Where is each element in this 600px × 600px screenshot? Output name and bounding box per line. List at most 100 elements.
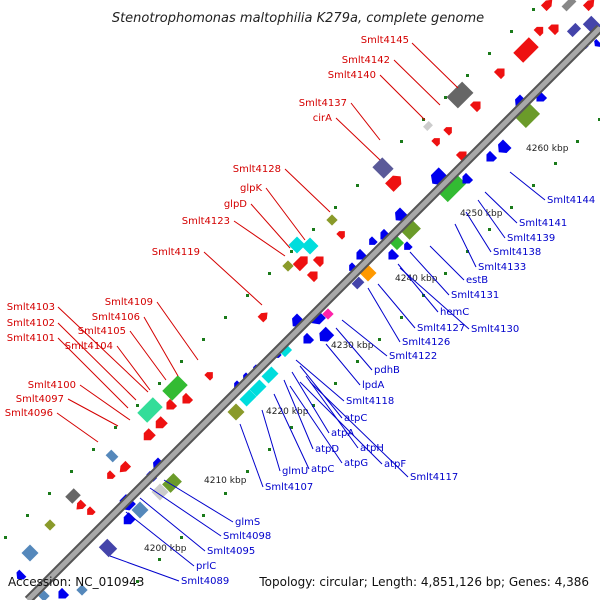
leader-line — [125, 511, 195, 567]
leader-line — [509, 171, 546, 201]
gene-label[interactable]: Smlt4142 — [342, 55, 390, 66]
gene-label[interactable]: Smlt4095 — [207, 546, 255, 557]
tick-dot — [598, 118, 600, 121]
leader-line — [139, 497, 206, 552]
gene-label[interactable]: pdhB — [374, 365, 400, 376]
gene-arrow-reverse — [58, 587, 70, 599]
gene-label[interactable]: cirA — [313, 113, 332, 124]
leader-line — [393, 59, 441, 106]
tick-dot — [180, 360, 183, 363]
gene-label[interactable]: Smlt4118 — [346, 396, 394, 407]
gene-arrow-forward — [257, 312, 268, 323]
gene-arrow-reverse — [303, 332, 315, 344]
gene-label[interactable]: Smlt4119 — [152, 247, 200, 258]
gene-label[interactable]: atpC — [344, 413, 367, 424]
gene-label[interactable]: atpF — [384, 459, 406, 470]
gene-label[interactable]: glpD — [224, 199, 247, 210]
gene-arrow-forward — [312, 256, 324, 268]
tick-dot — [510, 206, 513, 209]
leader-line — [484, 191, 518, 224]
tick-dot — [510, 30, 513, 33]
gene-arrow-reverse — [486, 150, 498, 162]
gene-label[interactable]: Smlt4105 — [78, 326, 126, 337]
map-title: Stenotrophomonas maltophilia K279a, comp… — [112, 11, 484, 26]
leader-line — [265, 187, 306, 241]
gene-label[interactable]: hemC — [440, 307, 469, 318]
leader-line — [163, 479, 234, 523]
gene-label[interactable]: estB — [466, 275, 488, 286]
gene-label[interactable]: Smlt4096 — [5, 408, 53, 419]
gene-label[interactable]: Smlt4097 — [16, 394, 64, 405]
gene-label[interactable]: Smlt4145 — [361, 35, 409, 46]
gene-label[interactable]: Smlt4123 — [182, 216, 230, 227]
gene-label[interactable]: Smlt4140 — [328, 70, 376, 81]
gene-label[interactable]: Smlt4089 — [181, 576, 229, 587]
gene-label[interactable]: Smlt4133 — [478, 262, 526, 273]
scale-tick-label: 4220 kbp — [266, 407, 309, 417]
accession-text: Accession: NC_010943 — [8, 575, 144, 589]
gene-label[interactable]: atpD — [315, 444, 339, 455]
gene-label[interactable]: atpG — [344, 458, 368, 469]
gene-label[interactable]: Smlt4104 — [65, 341, 113, 352]
tick-dot — [422, 118, 425, 121]
gene-label[interactable]: atpA — [331, 428, 354, 439]
gene-label[interactable]: Smlt4103 — [7, 302, 55, 313]
gene-label[interactable]: Smlt4127 — [417, 323, 465, 334]
gene-label[interactable]: Smlt4144 — [547, 195, 595, 206]
gene-label[interactable]: Smlt4117 — [410, 472, 458, 483]
gene-box — [372, 157, 394, 179]
gene-label[interactable]: Smlt4101 — [7, 333, 55, 344]
gene-label[interactable]: Smlt4100 — [28, 380, 76, 391]
gene-label[interactable]: Smlt4106 — [92, 312, 140, 323]
gene-label[interactable]: Smlt4131 — [451, 290, 499, 301]
gene-arrow-reverse — [498, 139, 512, 153]
gene-label[interactable]: Smlt4126 — [402, 337, 450, 348]
gene-label[interactable]: glpK — [240, 183, 262, 194]
gene-label[interactable]: Smlt4128 — [233, 164, 281, 175]
tick-dot — [246, 294, 249, 297]
gene-arrow-forward — [292, 256, 308, 272]
gene-label[interactable]: Smlt4098 — [223, 531, 271, 542]
gene-label[interactable]: Smlt4139 — [507, 233, 555, 244]
gene-label[interactable]: Smlt4109 — [105, 297, 153, 308]
leader-line — [454, 223, 477, 268]
leader-line — [295, 359, 345, 402]
gene-arrow-reverse — [369, 236, 378, 245]
gene-box — [21, 544, 39, 562]
gene-arrow-reverse — [462, 172, 474, 184]
tick-dot — [224, 492, 227, 495]
tick-dot — [114, 426, 117, 429]
leader-line — [379, 74, 426, 121]
gene-box — [105, 449, 119, 463]
tick-dot — [70, 470, 73, 473]
gene-arrow-forward — [547, 24, 559, 36]
leader-line — [250, 203, 291, 249]
gene-arrow-reverse — [16, 569, 27, 580]
tick-dot — [356, 184, 359, 187]
gene-label[interactable]: atpH — [360, 443, 384, 454]
gene-label[interactable]: Smlt4141 — [519, 218, 567, 229]
leader-line — [341, 319, 388, 357]
leader-line — [465, 211, 492, 253]
gene-label[interactable]: glmU — [282, 466, 308, 477]
gene-label[interactable]: atpC — [311, 464, 334, 475]
tick-dot — [356, 360, 359, 363]
gene-arrow-forward — [443, 127, 452, 136]
gene-label[interactable]: Smlt4107 — [265, 482, 313, 493]
gene-label[interactable]: glmS — [235, 517, 260, 528]
tick-dot — [26, 514, 29, 517]
tick-dot — [334, 206, 337, 209]
gene-label[interactable]: Smlt4130 — [471, 324, 519, 335]
gene-arrow-forward — [431, 138, 440, 147]
gene-label[interactable]: Smlt4102 — [7, 318, 55, 329]
gene-label[interactable]: Smlt4122 — [389, 351, 437, 362]
gene-label[interactable]: prlC — [196, 561, 216, 572]
tick-dot — [268, 448, 271, 451]
tick-dot — [136, 580, 139, 583]
gene-label[interactable]: lpdA — [362, 380, 384, 391]
gene-box — [561, 0, 577, 12]
gene-label[interactable]: Smlt4137 — [299, 98, 347, 109]
gene-label[interactable]: Smlt4138 — [493, 247, 541, 258]
tick-dot — [202, 514, 205, 517]
